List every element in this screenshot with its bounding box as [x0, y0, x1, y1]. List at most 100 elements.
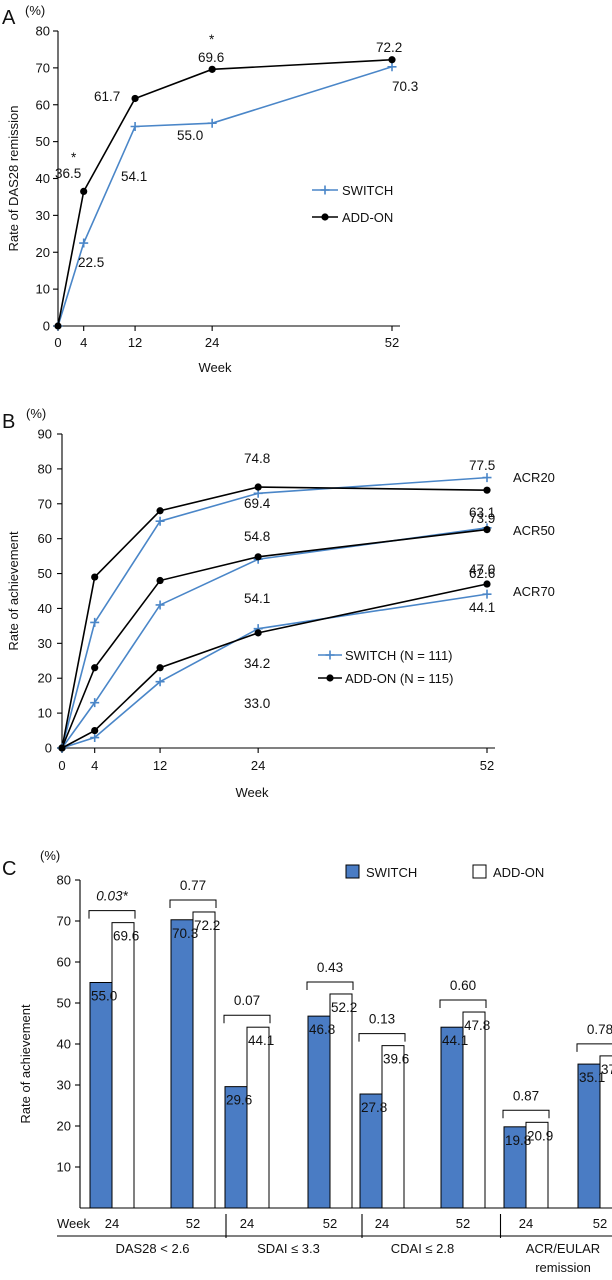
data-point-acr20-add-on — [254, 483, 262, 491]
data-point-acr20-switch — [90, 617, 100, 627]
y-tick-label: 10 — [57, 1160, 71, 1175]
x-week-label: 24 — [240, 1216, 254, 1231]
y-unit-label: (%) — [40, 848, 60, 863]
data-point-acr70-add-on — [91, 726, 99, 735]
data-point-acr50-add-on — [254, 553, 262, 561]
data-label-switch: 55.0 — [177, 128, 203, 143]
p-value-label: 0.13 — [369, 1012, 395, 1027]
legend-marker — [326, 674, 334, 682]
panel-letter-b: B — [2, 411, 15, 433]
bar-addon — [525, 1121, 549, 1209]
p-value-bracket — [306, 981, 354, 990]
y-tick-label: 80 — [38, 461, 52, 476]
data-label-acr70-switch: 34.2 — [244, 656, 270, 671]
x-axis-title: Week — [236, 785, 269, 800]
data-point-acr70-add-on — [156, 664, 164, 672]
data-label-addon: 36.5 — [55, 166, 81, 181]
data-label-acr20-switch: 69.4 — [244, 496, 271, 511]
data-label-acr70-switch: 44.1 — [469, 600, 495, 615]
bar-addon — [381, 1045, 405, 1209]
legend-label: ADD-ON (N = 115) — [345, 671, 453, 686]
bar-value-label-addon: 69.6 — [113, 929, 139, 944]
group-label-line2: remission — [535, 1260, 591, 1275]
data-point-acr70-add-on — [483, 580, 491, 588]
data-point-acr50-switch — [155, 600, 165, 610]
x-tick-label: 0 — [58, 758, 65, 773]
bar-value-label-addon: 20.9 — [527, 1128, 553, 1143]
legend-marker — [321, 213, 329, 221]
y-tick-label: 40 — [36, 171, 50, 186]
x-tick-label: 4 — [80, 335, 87, 350]
data-label-acr20-add-on: 74.8 — [244, 451, 270, 466]
bar-value-label-switch: 27.8 — [361, 1100, 387, 1115]
data-point-acr20-add-on — [156, 507, 164, 515]
x-axis-title: Week — [199, 360, 232, 375]
p-value-label: 0.60 — [450, 978, 476, 993]
series-line-acr50-switch — [61, 527, 488, 749]
y-tick-label: 70 — [38, 496, 52, 511]
legend-label: ADD-ON — [342, 210, 393, 225]
y-unit-label: (%) — [25, 3, 45, 18]
x-week-label: 52 — [456, 1216, 470, 1231]
x-week-label: 24 — [519, 1216, 533, 1231]
data-label-addon: 61.7 — [94, 89, 120, 104]
bar-value-label-switch: 55.0 — [91, 989, 117, 1004]
data-label-addon: 69.6 — [198, 50, 224, 65]
data-point-acr20-add-on — [483, 486, 491, 494]
bar-value-label-switch: 44.1 — [442, 1033, 468, 1048]
data-point-add-on — [131, 94, 139, 103]
data-point-add-on — [208, 65, 216, 73]
y-tick-label: 10 — [36, 282, 50, 297]
bar-value-label-switch: 70.3 — [172, 926, 198, 941]
data-point-acr70-switch — [482, 589, 492, 599]
bar-switch — [307, 1015, 331, 1209]
p-value-label: 0.87 — [513, 1088, 539, 1103]
y-axis-title: Rate of DAS28 remission — [6, 106, 21, 252]
legend-marker — [325, 650, 335, 660]
bar-value-label-addon: 44.1 — [248, 1033, 274, 1048]
x-week-label: 52 — [186, 1216, 200, 1231]
p-value-label: 0.07 — [234, 993, 260, 1008]
significance-star: * — [209, 32, 215, 47]
bar-switch — [89, 982, 113, 1209]
x-tick-label: 4 — [91, 758, 98, 773]
legend-swatch-addon — [472, 864, 487, 879]
group-label: DAS28 < 2.6 — [115, 1241, 189, 1256]
y-tick-label: 50 — [38, 566, 52, 581]
bar-switch — [577, 1063, 601, 1209]
y-tick-label: 20 — [38, 671, 52, 686]
x-week-label: 52 — [323, 1216, 337, 1231]
data-label-acr70-add-on: 33.0 — [244, 696, 270, 711]
series-line-acr20-switch — [61, 476, 488, 749]
bar-value-label-switch: 46.8 — [309, 1022, 335, 1037]
series-group-label: ACR20 — [513, 470, 555, 485]
y-tick-label: 0 — [45, 741, 52, 756]
data-point-acr70-add-on — [58, 744, 66, 752]
p-value-bracket — [576, 1043, 612, 1052]
x-tick-label: 24 — [251, 758, 265, 773]
p-value-bracket — [439, 999, 487, 1009]
bar-value-label-addon: 72.2 — [194, 918, 220, 933]
panel-b-acr-line-chart: B (%) 0 10 20 30 40 50 60 70 80 90 0 4 12 24 52 Week Rate … — [2, 406, 555, 800]
x-week-label: 52 — [593, 1216, 607, 1231]
data-point-acr70-switch — [155, 677, 165, 687]
data-label-acr70-add-on: 47.0 — [469, 562, 495, 577]
x-tick-label: 0 — [54, 335, 61, 350]
data-point-acr50-add-on — [156, 576, 164, 585]
x-tick-label: 52 — [385, 335, 399, 350]
data-point-switch — [387, 62, 397, 72]
data-point-acr20-switch — [155, 516, 165, 526]
data-point-add-on — [54, 322, 62, 330]
legend-label: SWITCH — [342, 183, 393, 198]
y-tick-label: 10 — [38, 706, 52, 721]
data-label-acr50-add-on: 62.6 — [469, 566, 495, 581]
y-tick-label: 60 — [57, 955, 71, 970]
bar-value-label-addon: 52.2 — [331, 1000, 357, 1015]
p-value-bracket — [502, 1109, 550, 1119]
y-tick-label: 40 — [57, 1037, 71, 1052]
y-tick-label: 90 — [38, 427, 52, 442]
group-label: SDAI ≤ 3.3 — [257, 1241, 320, 1256]
bar-value-label-addon: 37.1 — [601, 1062, 612, 1077]
data-label-switch: 54.1 — [121, 169, 147, 184]
y-tick-label: 70 — [57, 914, 71, 929]
